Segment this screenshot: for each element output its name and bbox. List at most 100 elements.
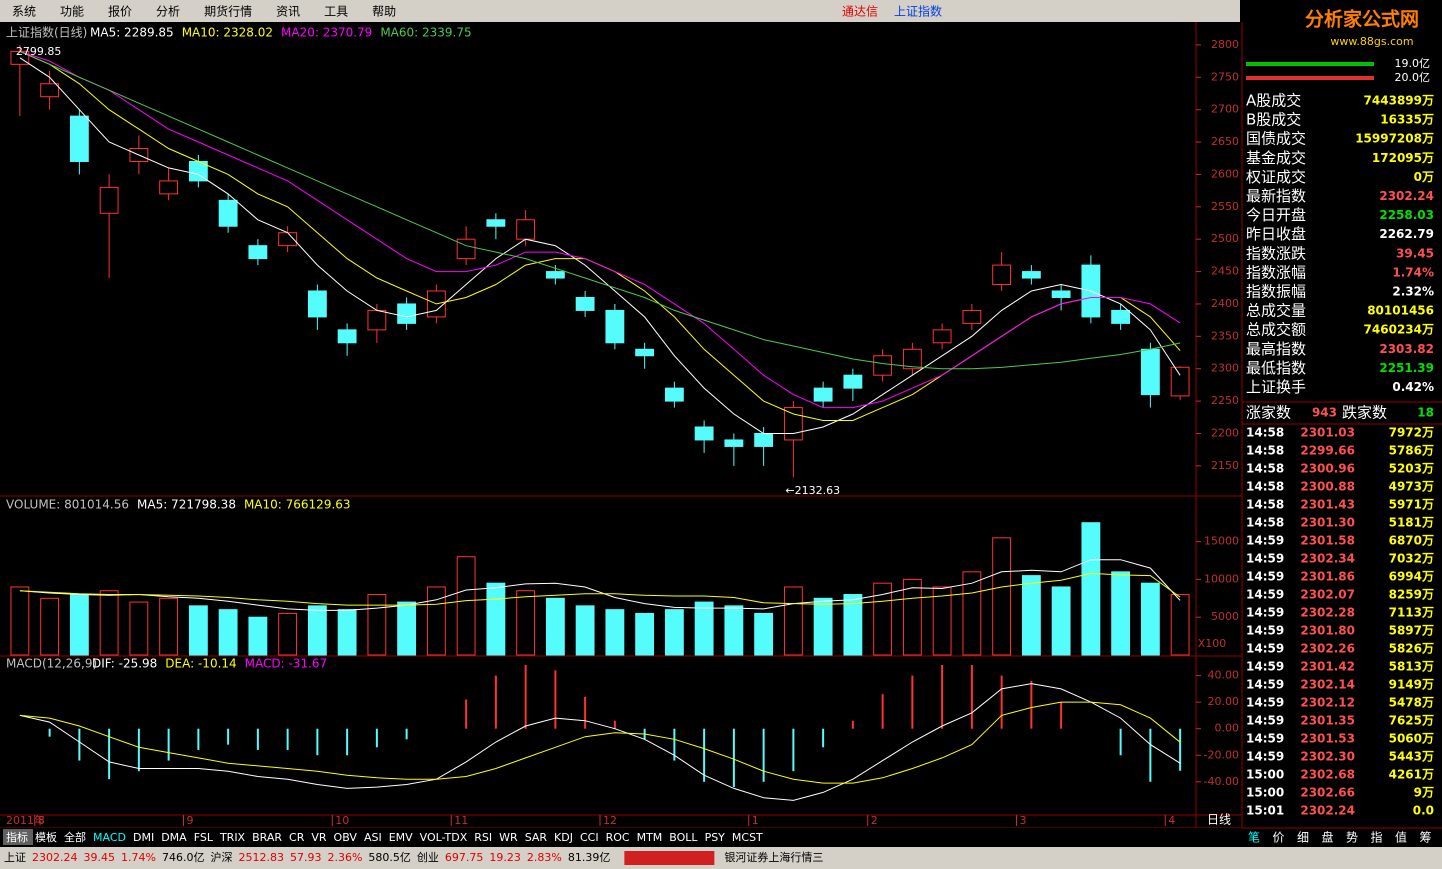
side-tab[interactable]: 筹 bbox=[1419, 831, 1431, 845]
indicator-tab[interactable]: KDJ bbox=[554, 831, 573, 844]
candle-body bbox=[724, 439, 744, 447]
menu-item[interactable]: 资讯 bbox=[276, 5, 300, 19]
menu-item[interactable]: 功能 bbox=[60, 5, 84, 19]
volume-bar bbox=[218, 609, 238, 656]
indicator-tab[interactable]: MACD bbox=[93, 831, 126, 844]
up-label: 涨家数 bbox=[1246, 404, 1291, 422]
indicator-tab[interactable]: OBV bbox=[334, 831, 358, 844]
volume-bar bbox=[664, 609, 684, 656]
x-tick-label: 1 bbox=[752, 814, 759, 827]
tick-volume: 6994万 bbox=[1389, 570, 1434, 584]
menu-item[interactable]: 帮助 bbox=[372, 5, 396, 19]
status-item: 746.0亿 bbox=[162, 851, 205, 864]
volume-bar bbox=[188, 605, 208, 656]
status-item: 39.45 bbox=[84, 851, 116, 864]
tick-volume: 5060万 bbox=[1389, 732, 1434, 746]
indicator-tab[interactable]: SAR bbox=[525, 831, 548, 844]
stat-label: 上证换手 bbox=[1246, 378, 1306, 396]
tick-time: 14:59 bbox=[1246, 696, 1284, 710]
volume-bar bbox=[545, 597, 565, 656]
indicator-tab[interactable]: 指标 bbox=[6, 830, 28, 844]
side-tab[interactable]: 势 bbox=[1346, 831, 1358, 845]
indicator-tab[interactable]: DMA bbox=[161, 831, 187, 844]
stat-label: 昨日收盘 bbox=[1246, 225, 1306, 243]
volume-bar bbox=[99, 590, 119, 656]
tick-price: 2300.88 bbox=[1300, 480, 1355, 494]
menu-item[interactable]: 分析 bbox=[156, 5, 180, 19]
indicator-tab[interactable]: BOLL bbox=[669, 831, 698, 844]
tick-price: 2302.12 bbox=[1300, 696, 1355, 710]
indicator-tab[interactable]: VOL-TDX bbox=[420, 831, 468, 844]
unit-label: X100 bbox=[1198, 637, 1227, 650]
tick-time: 14:58 bbox=[1246, 426, 1284, 440]
side-tab[interactable]: 细 bbox=[1297, 831, 1309, 845]
stat-value: 172095万 bbox=[1372, 151, 1434, 165]
tick-volume: 7113万 bbox=[1389, 606, 1434, 620]
ma-line bbox=[19, 50, 1181, 421]
volume-bar bbox=[1081, 522, 1101, 656]
indicator-tab[interactable]: ASI bbox=[364, 831, 382, 844]
stat-value: 2258.03 bbox=[1379, 208, 1434, 222]
stat-value: 39.45 bbox=[1396, 246, 1434, 260]
volume-bar bbox=[159, 597, 179, 656]
x-tick-label: 3 bbox=[1020, 814, 1027, 827]
flow-label: 19.0亿 bbox=[1395, 57, 1431, 70]
menu-item[interactable]: 系统 bbox=[12, 5, 36, 19]
side-tab[interactable]: 值 bbox=[1395, 830, 1407, 845]
indicator-tab[interactable]: 全部 bbox=[64, 830, 86, 844]
y-tick-label: 2600 bbox=[1211, 167, 1239, 180]
annotation: ←2132.63 bbox=[785, 484, 840, 497]
indicator-tab[interactable]: TRIX bbox=[219, 831, 246, 844]
volume-bar bbox=[902, 578, 922, 656]
indicator-tab[interactable]: WR bbox=[499, 831, 518, 844]
indicator-tab[interactable]: BRAR bbox=[252, 831, 282, 844]
tick-volume: 8259万 bbox=[1389, 588, 1434, 602]
side-tab[interactable]: 指 bbox=[1370, 830, 1382, 845]
volume-bar bbox=[129, 601, 149, 656]
indicator-tab[interactable]: PSY bbox=[705, 831, 726, 844]
candle-body bbox=[1111, 309, 1131, 324]
tick-price: 2302.28 bbox=[1300, 606, 1355, 620]
stat-label: 最新指数 bbox=[1246, 187, 1306, 205]
tick-volume: 5826万 bbox=[1389, 642, 1434, 656]
down-count: 18 bbox=[1417, 406, 1434, 420]
tick-price: 2302.30 bbox=[1300, 750, 1355, 764]
indicator-tab[interactable]: EMV bbox=[389, 831, 413, 844]
indicator-tab[interactable]: CCI bbox=[580, 831, 599, 844]
indicator-tab[interactable]: MTM bbox=[637, 831, 663, 844]
indicator-tab[interactable]: DMI bbox=[133, 831, 154, 844]
candle-body bbox=[516, 219, 536, 240]
tick-price: 2302.07 bbox=[1300, 588, 1355, 602]
side-tab[interactable]: 价 bbox=[1272, 831, 1284, 845]
indicator-tab[interactable]: MCST bbox=[732, 831, 763, 844]
indicator-tab[interactable]: ROC bbox=[606, 831, 630, 844]
side-tab[interactable]: 笔 bbox=[1248, 830, 1260, 845]
stat-value: 2.32% bbox=[1392, 285, 1434, 299]
tick-time: 14:59 bbox=[1246, 642, 1284, 656]
indicator-tab[interactable]: FSL bbox=[194, 831, 214, 844]
stat-value: 2303.82 bbox=[1379, 342, 1434, 356]
indicator-tab[interactable]: VR bbox=[311, 831, 327, 844]
x-tick-label: 4 bbox=[1168, 814, 1175, 827]
indicator-tab[interactable]: 模板 bbox=[35, 830, 57, 844]
legend-entry: MA10: 2328.02 bbox=[182, 26, 273, 40]
tab-bar bbox=[0, 828, 1242, 846]
stat-label: 最高指数 bbox=[1246, 340, 1306, 358]
y-tick-label: 2700 bbox=[1211, 103, 1239, 116]
volume-bar bbox=[754, 612, 774, 656]
tick-price: 2300.96 bbox=[1300, 462, 1355, 476]
menu-item[interactable]: 报价 bbox=[108, 4, 132, 19]
menu-item[interactable]: 期货行情 bbox=[204, 4, 252, 19]
y-tick-label: 5000 bbox=[1211, 610, 1239, 623]
indicator-tab[interactable]: RSI bbox=[474, 831, 492, 844]
side-tab[interactable]: 盘 bbox=[1321, 830, 1333, 845]
candle-body bbox=[486, 219, 506, 227]
tick-price: 2301.58 bbox=[1300, 534, 1355, 548]
candle-body bbox=[694, 426, 714, 441]
candle-body bbox=[397, 303, 417, 324]
indicator-tab[interactable]: CR bbox=[289, 831, 305, 844]
menu-item[interactable]: 工具 bbox=[324, 5, 348, 19]
candle-body bbox=[367, 309, 387, 331]
legend-entry: MA5: 2289.85 bbox=[90, 26, 174, 40]
